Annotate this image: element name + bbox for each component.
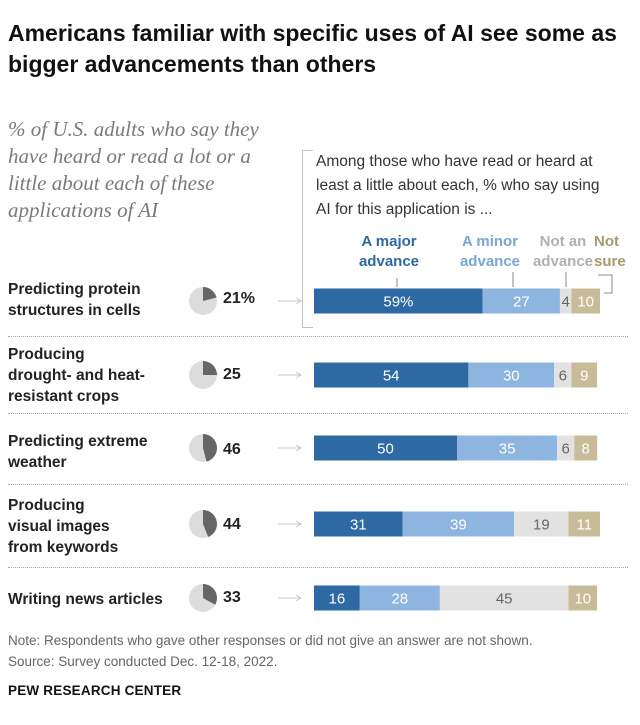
- bar-label-major-images: 31: [350, 517, 367, 534]
- bar-label-not-crops: 6: [559, 368, 567, 385]
- row-divider: [8, 336, 628, 337]
- source-text: Source: Survey conducted Dec. 12-18, 202…: [8, 654, 278, 669]
- legend-minor-line1: A minor: [461, 233, 519, 250]
- row-divider: [8, 484, 628, 485]
- bar-label-minor-protein: 27: [513, 294, 530, 311]
- bar-label-notsure-weather: 8: [582, 441, 590, 458]
- row-label-line: weather: [8, 454, 67, 471]
- bar-label-not-weather: 6: [562, 441, 570, 458]
- bar-notsure-images: [568, 511, 600, 537]
- legend-not: Not an advance: [526, 232, 600, 272]
- note-text: Note: Respondents who gave other respons…: [8, 633, 533, 648]
- pie-icon-slice-news: [203, 584, 217, 605]
- row-label-line: Producing: [8, 346, 85, 363]
- row-label-line: structures in cells: [8, 302, 141, 319]
- row-label-crops: Producing drought- and heat- resistant c…: [8, 344, 183, 407]
- bar-label-not-images: 19: [533, 517, 550, 534]
- bar-label-minor-crops: 30: [503, 368, 520, 385]
- row-divider: [8, 567, 628, 568]
- bar-notsure-crops: [571, 362, 598, 388]
- bar-major-images: [314, 511, 403, 537]
- bar-notsure-protein: [571, 288, 600, 314]
- legend-not-line1: Not an: [539, 233, 587, 250]
- intro-bracket: [302, 150, 313, 328]
- legend-notsure-line2: sure: [594, 253, 626, 270]
- bar-label-major-weather: 50: [377, 441, 394, 458]
- note-block: Note: Respondents who gave other respons…: [8, 630, 628, 672]
- pie-icon-slice-crops: [203, 361, 217, 375]
- row-label-line: from keywords: [8, 539, 119, 556]
- bar-major-protein: [314, 288, 483, 314]
- bar-label-major-protein: 59%: [383, 294, 413, 311]
- arrow-head-images: [295, 520, 302, 528]
- bar-not-weather: [557, 435, 575, 461]
- bar-not-crops: [554, 362, 572, 388]
- arrow-head-crops: [295, 371, 302, 379]
- legend-major: A major advance: [340, 232, 438, 272]
- row-label-line: resistant crops: [8, 388, 120, 405]
- legend-major-line1: A major: [361, 233, 417, 250]
- bar-label-notsure-crops: 9: [580, 368, 588, 385]
- bar-label-minor-news: 28: [391, 591, 408, 608]
- bar-label-notsure-images: 11: [577, 517, 593, 534]
- legend-minor-line2: advance: [459, 253, 521, 270]
- heard-pct-news: 33: [223, 589, 241, 606]
- legend-minor: A minor advance: [452, 232, 528, 272]
- row-divider: [8, 413, 628, 414]
- bar-major-weather: [314, 435, 457, 461]
- bar-label-not-protein: 4: [562, 294, 570, 311]
- arrow-head-news: [295, 594, 302, 602]
- footer-brand: PEW RESEARCH CENTER: [8, 683, 182, 698]
- pie-icon-slice-weather: [203, 434, 217, 462]
- row-label-line: visual images: [8, 518, 110, 535]
- heard-pct-images: 44: [223, 516, 241, 533]
- heard-pct-protein: 21%: [223, 290, 256, 307]
- bar-minor-images: [402, 511, 515, 537]
- bar-minor-protein: [482, 288, 560, 314]
- chart-title: Americans familiar with specific uses of…: [8, 20, 617, 77]
- bar-not-protein: [560, 288, 572, 314]
- pie-icon-slice-images: [203, 510, 218, 538]
- bar-label-notsure-news: 10: [574, 591, 591, 608]
- bar-label-minor-images: 39: [450, 517, 467, 534]
- chart-subtitle: % of U.S. adults who say they have heard…: [8, 117, 259, 222]
- bar-not-images: [514, 511, 569, 537]
- intro-text: Among those who have read or heard at le…: [316, 153, 600, 218]
- arrow-head-weather: [295, 444, 302, 452]
- row-label-line: Predicting extreme: [8, 433, 148, 450]
- row-label-line: Predicting protein: [8, 281, 141, 298]
- row-label-news: Writing news articles: [8, 589, 183, 610]
- row-label-line: Producing: [8, 497, 85, 514]
- legend-tick-notsure: [598, 274, 613, 294]
- bar-label-notsure-protein: 10: [577, 294, 594, 311]
- row-label-images: Producing visual images from keywords: [8, 495, 183, 558]
- bar-label-major-crops: 54: [383, 368, 400, 385]
- legend-not-line2: advance: [532, 253, 594, 270]
- bar-minor-crops: [468, 362, 555, 388]
- legend-notsure: Not sure: [594, 232, 636, 272]
- bar-label-minor-weather: 35: [499, 441, 516, 458]
- bar-label-major-news: 16: [329, 591, 346, 608]
- heard-pct-weather: 46: [223, 441, 241, 458]
- row-label-protein: Predicting protein structures in cells: [8, 279, 183, 321]
- bar-major-crops: [314, 362, 469, 388]
- bar-label-not-news: 45: [496, 591, 513, 608]
- bar-not-news: [439, 585, 569, 611]
- legend-major-line2: advance: [358, 253, 420, 270]
- heard-pct-crops: 25: [223, 366, 241, 383]
- bar-minor-news: [359, 585, 440, 611]
- bar-minor-weather: [457, 435, 558, 461]
- bar-notsure-weather: [574, 435, 598, 461]
- row-label-line: drought- and heat-: [8, 367, 145, 384]
- legend-notsure-line1: Not: [594, 233, 619, 250]
- pie-icon-slice-protein: [203, 287, 217, 301]
- row-label-line: Writing news articles: [8, 591, 163, 608]
- arrow-head-protein: [295, 297, 302, 305]
- row-label-weather: Predicting extreme weather: [8, 431, 183, 473]
- bar-notsure-news: [568, 585, 598, 611]
- bar-major-news: [314, 585, 360, 611]
